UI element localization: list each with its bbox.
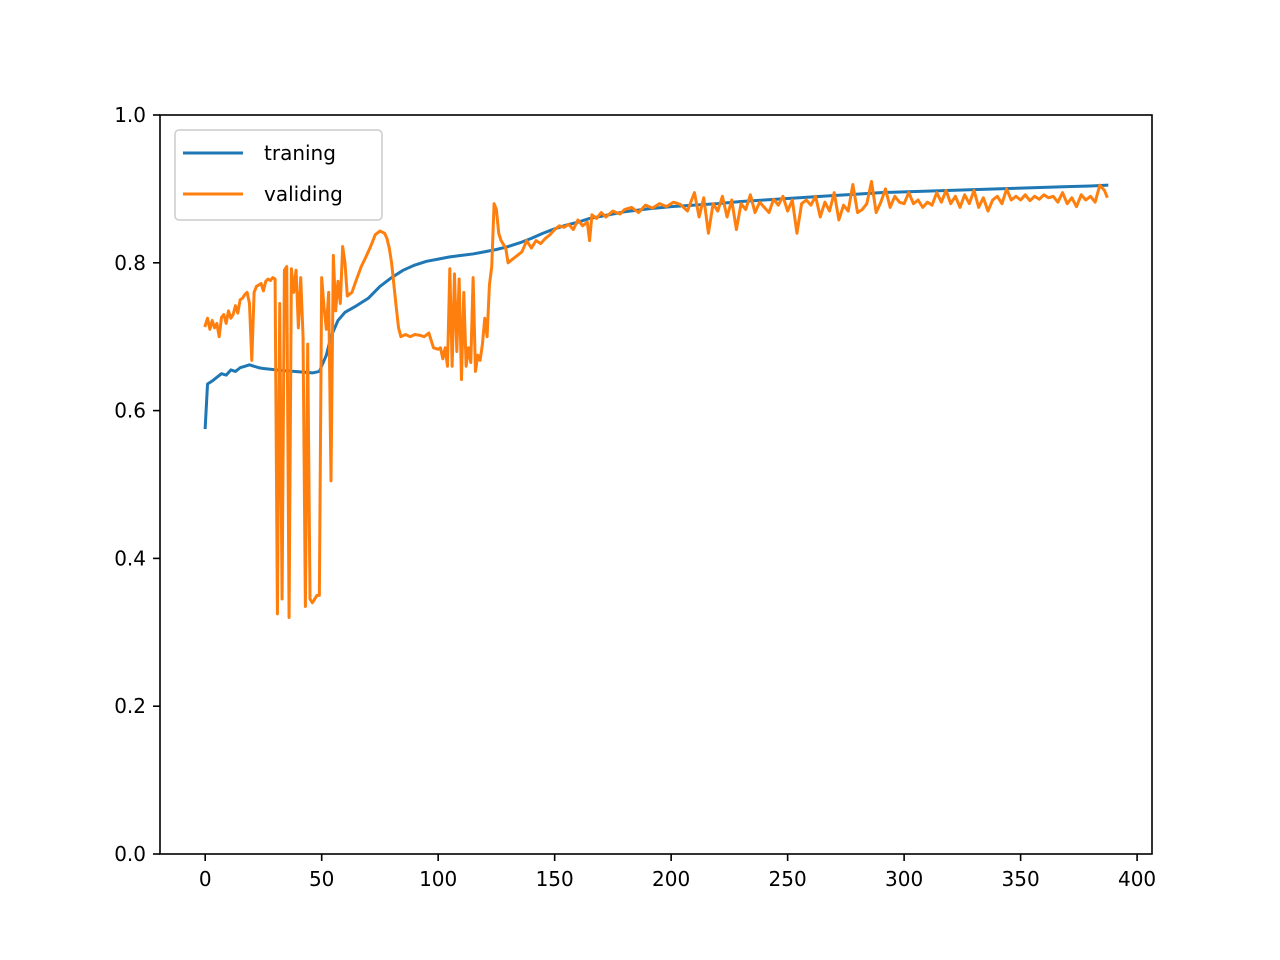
y-tick-label: 1.0	[114, 103, 146, 127]
legend-label-traning: traning	[264, 141, 336, 165]
x-tick-label: 200	[652, 867, 690, 891]
y-tick-label: 0.0	[114, 842, 146, 866]
x-tick-label: 100	[419, 867, 457, 891]
x-tick-label: 300	[885, 867, 923, 891]
x-tick-label: 50	[309, 867, 334, 891]
plot-frame	[159, 114, 1153, 855]
y-tick-label: 0.8	[114, 251, 146, 275]
x-axis: 0 50 100 150 200 250 300 350 400	[199, 854, 1156, 891]
series-layer	[203, 180, 1109, 620]
series-line-traning	[203, 183, 1109, 430]
legend: traning validing	[174, 129, 383, 221]
x-tick-label: 400	[1118, 867, 1156, 891]
x-tick-label: 350	[1002, 867, 1040, 891]
x-tick-label: 250	[769, 867, 807, 891]
series-line-validing	[203, 180, 1109, 620]
y-tick-label: 0.4	[114, 546, 146, 570]
legend-label-validing: validing	[264, 182, 343, 206]
x-tick-label: 0	[199, 867, 212, 891]
y-tick-label: 0.2	[114, 694, 146, 718]
y-axis: 0.0 0.2 0.4 0.6 0.8 1.0	[114, 103, 160, 866]
y-tick-label: 0.6	[114, 399, 146, 423]
x-tick-label: 150	[536, 867, 574, 891]
